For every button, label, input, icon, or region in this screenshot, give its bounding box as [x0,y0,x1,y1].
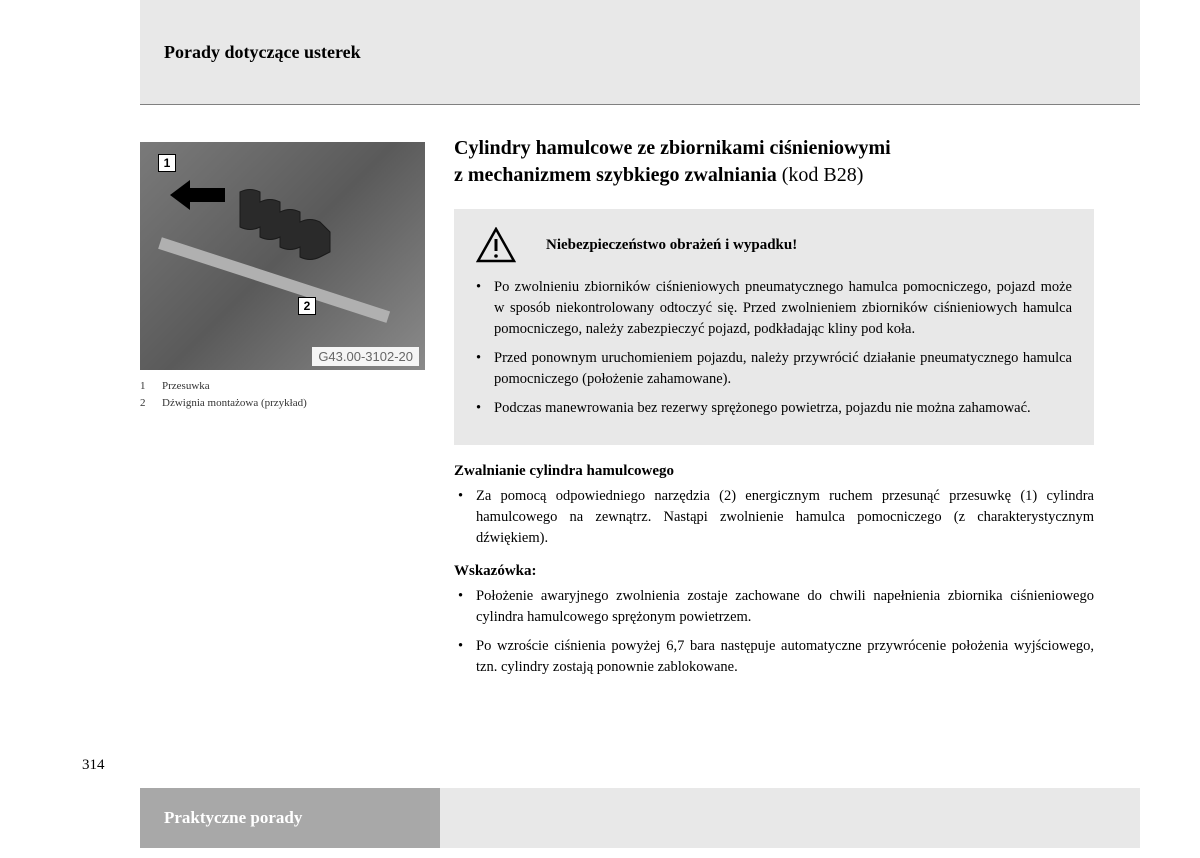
footer-left: Praktyczne porady [140,788,440,848]
warning-item: Przed ponownym uruchomieniem pojazdu, na… [476,348,1072,390]
callout-2: 2 [298,297,316,315]
legend-num: 2 [140,395,150,412]
title-line-2-bold: z mechanizmem szybkiego zwalniania [454,164,777,186]
legend-row: 2 Dźwignia montażowa (przykład) [140,395,425,412]
legend-row: 1 Przesuwka [140,378,425,395]
title-code: (kod B28) [777,164,864,186]
warning-item: Po zwolnieniu zbiorników ciśnieniowych p… [476,277,1072,340]
header-band: Porady dotyczące usterek [140,0,1140,104]
body-list: Za pomocą odpowiedniego narzędzia (2) en… [454,486,1094,549]
header-divider [140,104,1140,105]
warning-list: Po zwolnieniu zbiorników ciśnieniowych p… [476,277,1072,419]
warning-box: Niebezpieczeństwo obrażeń i wypadku! Po … [454,209,1094,445]
footer-band: Praktyczne porady [140,788,1140,848]
body-item: Za pomocą odpowiedniego narzędzia (2) en… [454,486,1094,549]
title-line-1: Cylindry hamulcowe ze zbiornikami ciśnie… [454,137,891,159]
main-title: Cylindry hamulcowe ze zbiornikami ciśnie… [454,135,1094,189]
section-title: Zwalnianie cylindra hamulcowego [454,463,1094,480]
page-number: 314 [82,757,105,774]
bellows-shape [230,182,340,277]
section-title: Wskazówka: [454,563,1094,580]
figure-legend: 1 Przesuwka 2 Dźwignia montażowa (przykł… [140,378,425,411]
body-item: Położenie awaryjnego zwolnienia zostaje … [454,586,1094,628]
figure-watermark: G43.00-3102-20 [312,347,419,366]
arrow-icon [170,180,225,210]
footer-right [440,788,1140,848]
warning-triangle-icon [476,227,516,263]
legend-text: Przesuwka [162,378,210,395]
body-item: Po wzroście ciśnienia powyżej 6,7 bara n… [454,636,1094,678]
legend-text: Dźwignia montażowa (przykład) [162,395,307,412]
callout-1-label: 1 [164,156,171,170]
header-title: Porady dotyczące usterek [164,42,361,63]
left-column: 1 2 G43.00-3102-20 1 Przesuwka 2 Dźwigni… [140,142,425,411]
callout-2-label: 2 [304,299,311,313]
warning-title: Niebezpieczeństwo obrażeń i wypadku! [546,237,797,254]
legend-num: 1 [140,378,150,395]
callout-1: 1 [158,154,176,172]
body-list: Położenie awaryjnego zwolnienia zostaje … [454,586,1094,678]
right-column: Cylindry hamulcowe ze zbiornikami ciśnie… [454,135,1094,692]
footer-label: Praktyczne porady [164,808,302,828]
figure-image: 1 2 G43.00-3102-20 [140,142,425,370]
warning-header: Niebezpieczeństwo obrażeń i wypadku! [476,227,1072,263]
warning-item: Podczas manewrowania bez rezerwy sprężon… [476,398,1072,419]
